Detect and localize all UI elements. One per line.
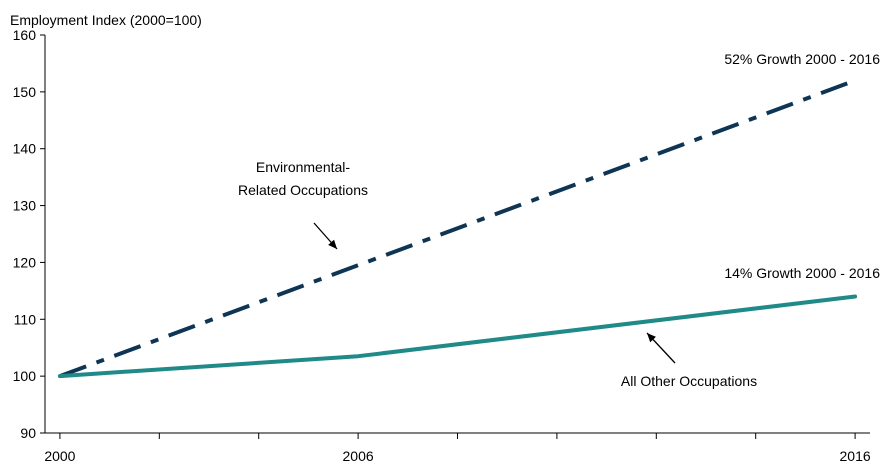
env-label-arrow [313,222,338,250]
x-tick-label: 2016 [840,448,871,464]
y-tick-label: 130 [13,198,37,214]
y-tick-label: 110 [14,311,37,327]
y-tick-label: 160 [13,27,37,43]
other-growth-annotation: 14% Growth 2000 - 2016 [724,265,880,281]
y-tick-label: 120 [13,254,37,270]
axes: 90 100 110 120 130 140 150 160 2000 2006 2016 [13,27,871,464]
series-layer [57,78,858,379]
y-tick-label: 140 [13,141,37,157]
env-series-label-line2: Related Occupations [238,182,368,198]
y-tick-label: 150 [13,84,37,100]
series-line-environmental [59,78,856,378]
x-tick-label: 2000 [44,448,75,464]
other-label-arrow [646,332,676,364]
y-tick-label: 90 [20,425,36,441]
y-axis-label: Employment Index (2000=100) [10,12,202,28]
env-growth-annotation: 52% Growth 2000 - 2016 [724,51,880,67]
y-tick-label: 100 [13,368,37,384]
x-tick-label: 2006 [343,448,374,464]
env-series-label-line1: Environmental- [256,159,350,175]
series-line-other [57,294,858,379]
other-series-label: All Other Occupations [621,373,757,389]
